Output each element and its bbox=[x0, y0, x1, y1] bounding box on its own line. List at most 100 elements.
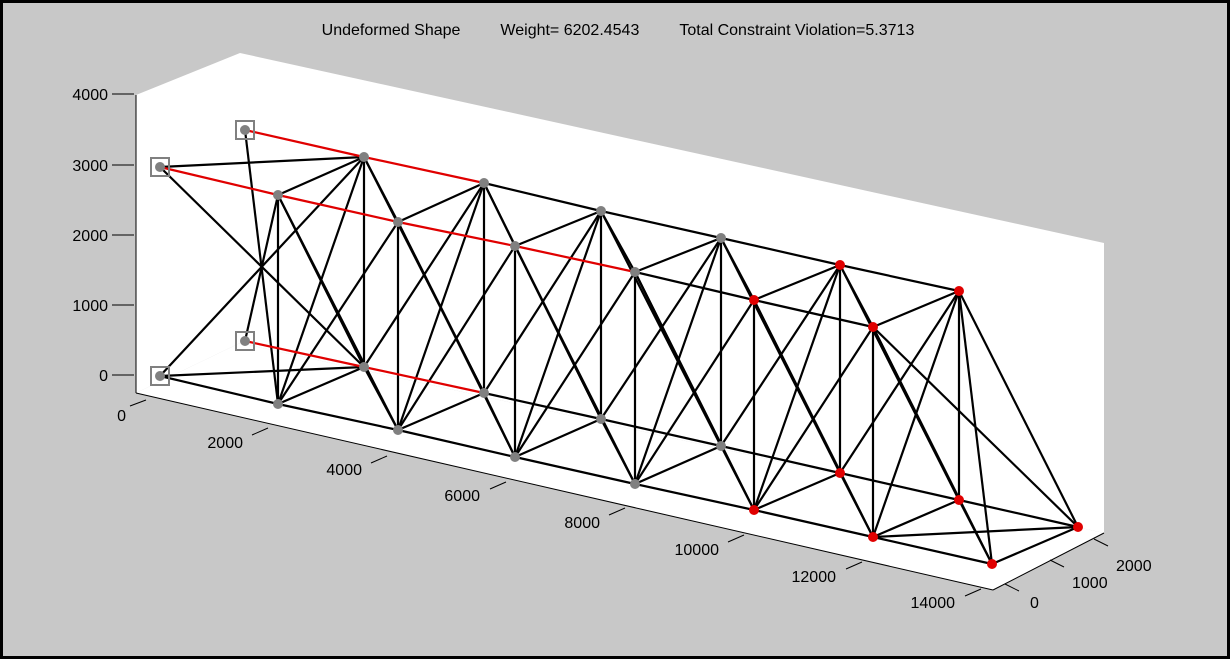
x-tick-mark bbox=[251, 427, 269, 436]
x-tick-mark bbox=[129, 399, 147, 407]
x-axis-line bbox=[135, 392, 994, 591]
x-tick-mark bbox=[370, 455, 388, 464]
member-tip1-tip2 bbox=[991, 525, 1079, 566]
node-ta4[interactable] bbox=[630, 267, 640, 277]
member-bb6-tip2 bbox=[958, 498, 1079, 529]
y-tick-mark bbox=[1049, 559, 1065, 568]
node-bb2[interactable] bbox=[479, 388, 489, 398]
axes-floor bbox=[136, 343, 1104, 590]
member-bb4-bb5 bbox=[720, 444, 841, 475]
node-ba6[interactable] bbox=[868, 532, 878, 542]
member-tb3-ba3 bbox=[513, 210, 603, 458]
x-tick-mark bbox=[489, 481, 507, 490]
member-ba3-ba4 bbox=[514, 455, 636, 486]
member-bb1-bb2 bbox=[363, 365, 485, 395]
node-tb3[interactable] bbox=[596, 206, 606, 216]
node-ba5[interactable] bbox=[749, 505, 759, 515]
node-tip1[interactable] bbox=[987, 559, 997, 569]
member-s4-bb1 bbox=[244, 339, 365, 369]
node-bb1[interactable] bbox=[359, 362, 369, 372]
node-ta5[interactable] bbox=[749, 295, 759, 305]
node-tb6[interactable] bbox=[954, 286, 964, 296]
member-tb2-tb3 bbox=[483, 181, 602, 213]
node-ba1[interactable] bbox=[273, 399, 283, 409]
node-s2[interactable] bbox=[240, 125, 250, 135]
x-tick-label: 10000 bbox=[675, 542, 720, 559]
y-axis-line bbox=[992, 532, 1105, 591]
member-bb5-bb6 bbox=[839, 471, 960, 502]
x-tick-mark bbox=[964, 588, 982, 597]
member-ta5-ta6 bbox=[753, 298, 874, 329]
node-s3[interactable] bbox=[155, 371, 165, 381]
member-s1-tb1 bbox=[159, 155, 365, 169]
member-bb3-tb4 bbox=[600, 237, 722, 420]
node-ta1[interactable] bbox=[273, 190, 283, 200]
member-ta1-tb1 bbox=[277, 155, 365, 197]
member-tb6-tip2 bbox=[958, 290, 1079, 528]
node-ta2[interactable] bbox=[393, 217, 403, 227]
node-ba3[interactable] bbox=[510, 452, 520, 462]
member-ta1-ta2 bbox=[277, 193, 399, 224]
z-tick-label: 4000 bbox=[72, 87, 108, 104]
truss-members bbox=[159, 128, 1079, 566]
member-ba1-ta2 bbox=[277, 221, 399, 405]
plot-title: Undeformed Shape Weight= 6202.4543 Total C… bbox=[0, 22, 1230, 40]
member-ba5-ta6 bbox=[753, 326, 874, 511]
member-ta5-tb5 bbox=[753, 263, 841, 302]
member-ba4-bb4 bbox=[634, 444, 722, 486]
node-s1[interactable] bbox=[155, 162, 165, 172]
node-ta3[interactable] bbox=[510, 241, 520, 251]
node-s4[interactable] bbox=[240, 336, 250, 346]
member-ta2-tb2 bbox=[397, 181, 485, 224]
member-s3-tb1 bbox=[159, 156, 365, 377]
member-ba3-ta4 bbox=[514, 271, 636, 458]
node-tb4[interactable] bbox=[716, 233, 726, 243]
node-ta6[interactable] bbox=[868, 322, 878, 332]
member-ba3-bb3 bbox=[514, 417, 602, 459]
member-ta6-tip2 bbox=[872, 326, 1079, 528]
z-tick-label: 0 bbox=[99, 368, 108, 385]
x-tick-label: 4000 bbox=[326, 462, 362, 479]
x-tick-mark bbox=[727, 534, 745, 543]
node-bb3[interactable] bbox=[596, 414, 606, 424]
member-ba5-bb5 bbox=[753, 471, 841, 512]
node-bb4[interactable] bbox=[716, 441, 726, 451]
node-tip2[interactable] bbox=[1073, 522, 1083, 532]
member-ba1-ba2 bbox=[277, 402, 399, 432]
y-tick-label: 1000 bbox=[1072, 575, 1108, 592]
axes-lines bbox=[135, 95, 1105, 591]
node-tb1[interactable] bbox=[359, 152, 369, 162]
y-tick-mark bbox=[1093, 538, 1109, 547]
node-ba2[interactable] bbox=[393, 425, 403, 435]
member-ta3-tb3 bbox=[514, 209, 602, 248]
title-shape: Undeformed Shape bbox=[321, 22, 461, 39]
member-ba1-bb1 bbox=[277, 365, 365, 406]
title-weight: Weight= 6202.4543 bbox=[500, 22, 640, 39]
member-ba2-ba3 bbox=[397, 428, 516, 459]
node-ba4[interactable] bbox=[630, 479, 640, 489]
node-tb2[interactable] bbox=[479, 178, 489, 188]
x-tick-mark bbox=[608, 507, 626, 516]
member-tb4-ba4 bbox=[633, 237, 723, 485]
axes-back-wall bbox=[136, 53, 1104, 533]
member-ta3-ta4 bbox=[514, 244, 636, 274]
support-marker-s2 bbox=[235, 120, 255, 140]
node-bb5[interactable] bbox=[835, 468, 845, 478]
x-tick-label: 12000 bbox=[792, 569, 837, 586]
x-tick-label: 14000 bbox=[911, 595, 956, 612]
support-marker-s4 bbox=[235, 331, 255, 351]
axis-tick-labels: 0100020003000400002000400060008000100001… bbox=[72, 87, 1151, 612]
member-s1-ta1 bbox=[159, 165, 279, 197]
member-s3-bb1 bbox=[159, 365, 365, 378]
z-tick-label: 3000 bbox=[72, 158, 108, 175]
z-tick-label: 2000 bbox=[72, 228, 108, 245]
node-bb6[interactable] bbox=[954, 495, 964, 505]
node-tb5[interactable] bbox=[835, 260, 845, 270]
member-tb1-tb2 bbox=[363, 155, 485, 185]
x-tick-mark bbox=[845, 561, 863, 570]
support-marker-s3 bbox=[150, 366, 170, 386]
member-ba4-ta5 bbox=[634, 299, 755, 485]
member-ta4-ta5 bbox=[634, 270, 755, 302]
member-tb3-tb4 bbox=[600, 209, 722, 240]
